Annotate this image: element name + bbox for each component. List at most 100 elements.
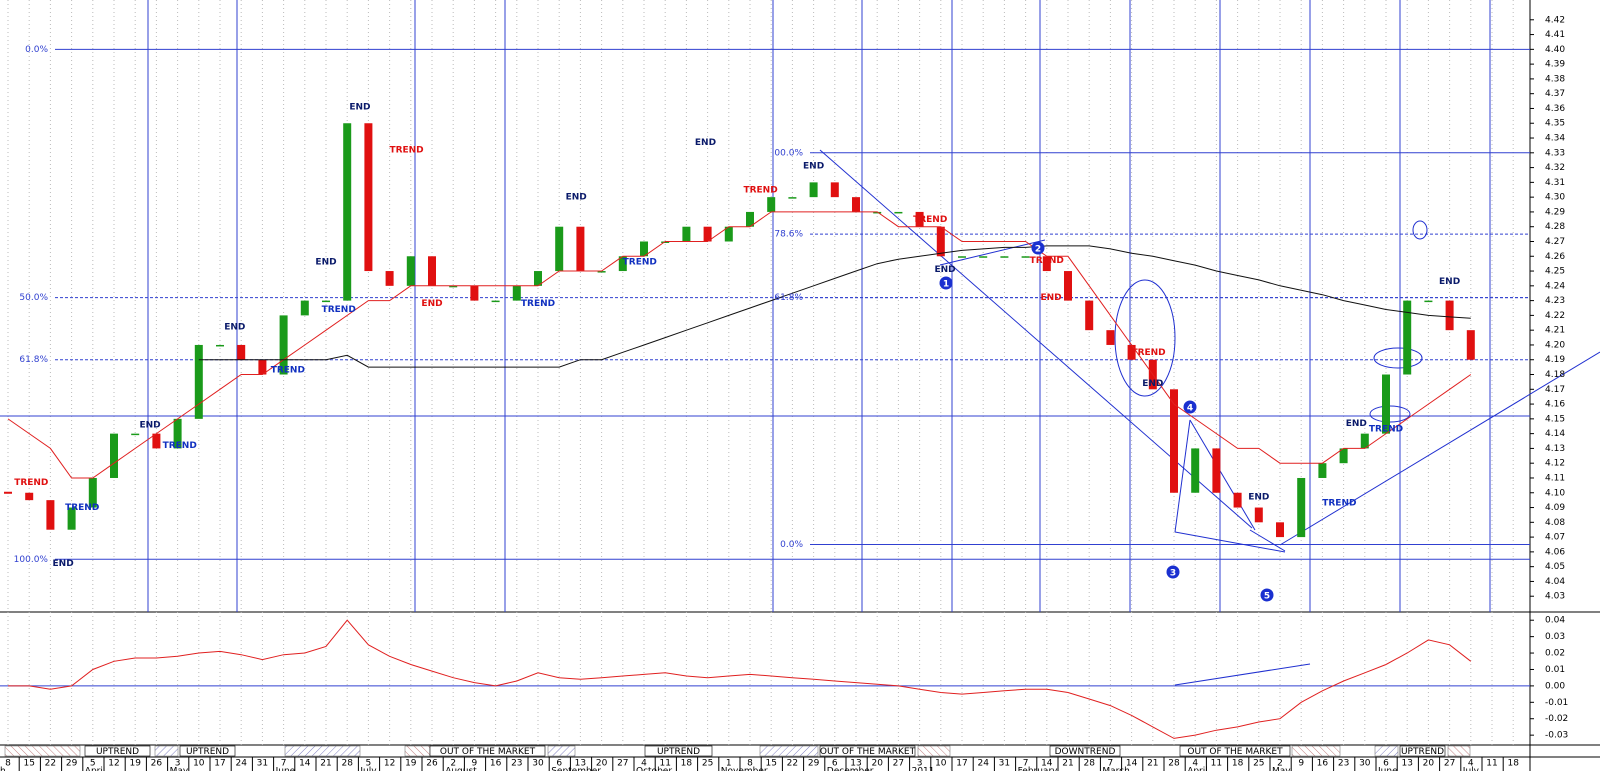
candle: [300, 300, 309, 316]
trend-line: [1279, 351, 1600, 546]
y-tick-label: 4.34: [1545, 134, 1565, 144]
fib-label: 61.8%: [19, 355, 48, 365]
y-tick-label: 4.11: [1545, 473, 1565, 483]
candle: [1191, 448, 1200, 493]
candle: [1212, 448, 1221, 493]
candle: [406, 256, 415, 286]
signal-label: END: [803, 162, 824, 172]
candle: [1339, 448, 1348, 464]
candle: [1403, 300, 1412, 375]
x-tick-label: 6: [1383, 759, 1389, 769]
trend-line: [1174, 531, 1286, 553]
y-tick-label: 4.32: [1545, 163, 1565, 173]
candle: [385, 271, 394, 286]
x-tick-label: 3: [175, 759, 181, 769]
candle: [746, 211, 754, 227]
y-tick-label: -0.03: [1545, 731, 1568, 741]
x-tick-label: 31: [999, 759, 1010, 769]
y-tick-label: 4.09: [1545, 503, 1565, 513]
y-tick-label: 4.23: [1545, 296, 1565, 306]
y-tick-label: 4.03: [1545, 592, 1565, 602]
y-tick-label: 4.10: [1545, 488, 1565, 498]
month-label: h: [0, 767, 6, 771]
month-label: December: [827, 767, 874, 771]
x-tick-label: 21: [320, 759, 331, 769]
y-tick-label: -0.01: [1545, 698, 1568, 708]
x-tick-label: 25: [1253, 759, 1264, 769]
x-tick-label: 18: [1507, 759, 1519, 769]
trend-line: [1174, 419, 1191, 533]
month-label: June: [1377, 767, 1398, 771]
x-tick-label: 4: [641, 759, 647, 769]
candle: [534, 271, 542, 286]
x-tick-label: 26: [426, 759, 438, 769]
x-tick-label: 28: [341, 759, 353, 769]
y-tick-label: 4.16: [1545, 400, 1565, 410]
y-tick-label: 4.08: [1545, 518, 1565, 528]
wave-marker: [1183, 400, 1197, 414]
wave-marker: [1166, 565, 1180, 579]
y-tick-label: -0.02: [1545, 714, 1568, 724]
candle: [661, 241, 670, 243]
candle: [364, 123, 373, 272]
signal-label: TREND: [163, 441, 197, 451]
candle: [237, 344, 246, 360]
month-label: February: [1018, 767, 1059, 771]
regime-hatch: [1291, 745, 1341, 757]
x-tick-label: 12: [384, 759, 395, 769]
signal-label: TREND: [1369, 425, 1403, 435]
y-tick-label: 4.22: [1545, 311, 1565, 321]
y-tick-label: 0.03: [1545, 632, 1565, 642]
regime-label: OUT OF THE MARKET: [440, 747, 536, 757]
x-tick-label: 18: [1232, 759, 1244, 769]
x-tick-label: 4: [1468, 759, 1474, 769]
regime-box: [429, 745, 546, 757]
candle: [216, 344, 224, 347]
regime-label: UPTREND: [1401, 747, 1444, 757]
marks-layer: [4, 123, 1475, 739]
candle: [1318, 463, 1327, 478]
y-tick-label: 4.42: [1545, 15, 1565, 25]
moving-average: [7, 211, 1472, 479]
candle: [152, 433, 161, 449]
signal-label: END: [934, 265, 955, 275]
candle: [258, 359, 267, 375]
y-tick-label: 4.06: [1545, 547, 1565, 557]
candle: [1424, 300, 1433, 303]
x-tick-label: 17: [956, 759, 967, 769]
x-tick-label: 28: [1083, 759, 1095, 769]
fib-label: 0.0%: [780, 540, 803, 550]
trend-line: [939, 239, 1046, 266]
regime-box: [1179, 745, 1291, 757]
regime-box: [84, 745, 151, 757]
month-label: May: [1272, 767, 1291, 771]
trend-line: [819, 149, 1253, 529]
signal-label: TREND: [521, 299, 555, 309]
y-tick-label: 4.21: [1545, 326, 1565, 336]
y-tick-label: 4.36: [1545, 104, 1565, 114]
wave-marker: [1260, 588, 1274, 602]
x-tick-label: 20: [871, 759, 883, 769]
trend-line: [1189, 419, 1256, 531]
y-tick-label: 4.12: [1545, 459, 1565, 469]
candle: [1064, 271, 1072, 301]
x-tick-label: 8: [5, 759, 11, 769]
highlight-ellipse: [1373, 347, 1423, 369]
x-tick-label: 22: [787, 759, 798, 769]
x-tick-label: 14: [1126, 759, 1138, 769]
y-tick-label: 4.13: [1545, 444, 1565, 454]
x-tick-label: 13: [850, 759, 861, 769]
x-tick-label: 21: [1062, 759, 1073, 769]
x-tick-label: 3: [917, 759, 923, 769]
x-tick-label: 18: [681, 759, 693, 769]
wave-label: 5: [1264, 592, 1270, 602]
x-tick-label: 25: [702, 759, 713, 769]
candle: [1360, 433, 1369, 449]
x-tick-label: 13: [1401, 759, 1412, 769]
candle: [1382, 374, 1390, 434]
month-label: July: [1462, 767, 1480, 771]
moving-average: [198, 245, 1471, 368]
x-tick-label: 28: [1168, 759, 1180, 769]
signal-label: END: [315, 258, 336, 268]
